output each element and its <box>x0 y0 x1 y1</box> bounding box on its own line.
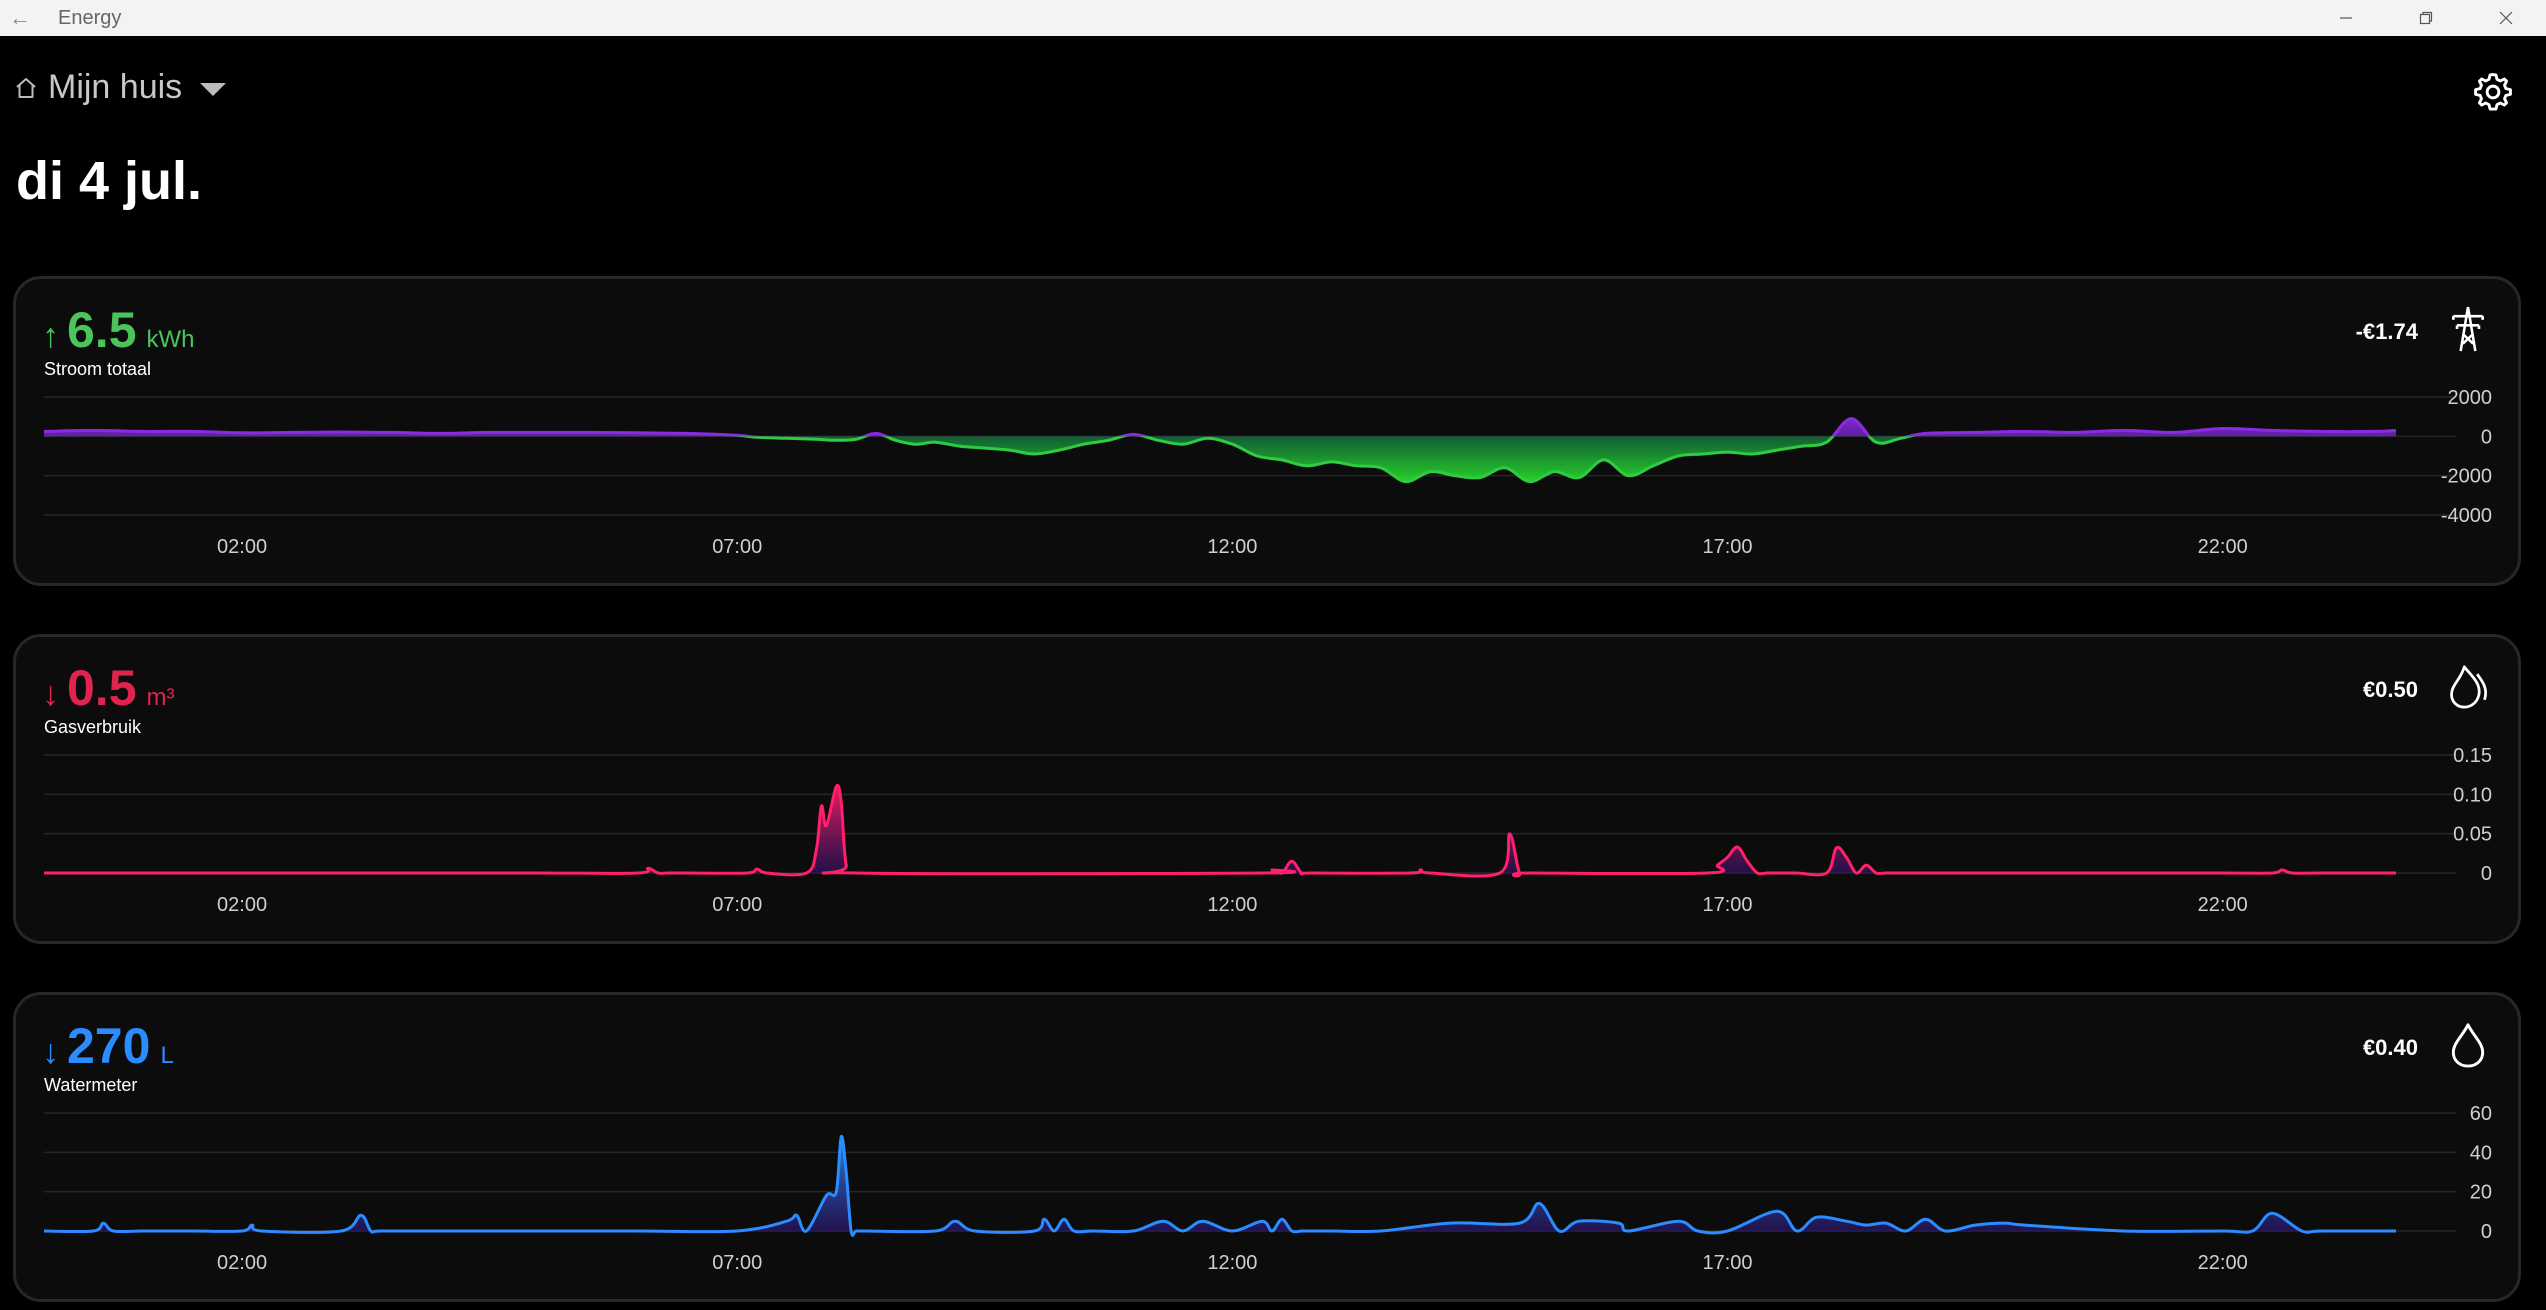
flame-icon <box>2450 665 2488 709</box>
series-line <box>43 1135 2396 1237</box>
x-tick-label: 02:00 <box>217 894 267 916</box>
back-arrow-icon[interactable]: ← <box>9 5 31 30</box>
home-icon <box>16 77 36 98</box>
window-title: Energy <box>58 6 122 29</box>
close-button[interactable] <box>2466 0 2546 36</box>
y-tick-label: -2000 <box>2441 466 2492 488</box>
x-tick-label: 07:00 <box>712 894 762 916</box>
electricity-unit: kWh <box>146 326 195 353</box>
y-tick-label: 0.10 <box>2453 784 2492 806</box>
minimize-icon <box>2340 17 2352 19</box>
x-tick-label: 02:00 <box>217 1252 267 1274</box>
y-tick-label: 60 <box>2470 1103 2492 1125</box>
series-area <box>44 785 2396 877</box>
electricity-label: Stroom totaal <box>44 359 152 379</box>
x-tick-label: 22:00 <box>2198 1252 2248 1274</box>
close-icon <box>2499 11 2513 25</box>
x-tick-label: 12:00 <box>1207 1252 1257 1274</box>
y-tick-label: 40 <box>2470 1142 2492 1164</box>
water-chart: 60 40 20 0 02:00 07:00 12:00 17:00 22:00 <box>43 1103 2492 1274</box>
water-drop-icon <box>2451 1023 2485 1068</box>
return-area <box>748 436 1910 482</box>
gas-chart: 0.15 0.10 0.05 0 02:00 07:00 12:00 17:00 22:00 <box>44 745 2492 916</box>
water-card[interactable]: ↓ 270 L Watermeter €0.40 60 40 20 0 02:00 07:… <box>13 992 2521 1302</box>
arrow-down-icon: ↓ <box>42 675 59 713</box>
page-title: di 4 jul. <box>16 151 203 211</box>
electricity-cost: -€1.74 <box>2355 319 2418 344</box>
y-tick-label: 0 <box>2481 863 2492 885</box>
x-tick-label: 12:00 <box>1207 894 1257 916</box>
y-tick-label: 0 <box>2481 1221 2492 1243</box>
y-tick-label: 2000 <box>2448 387 2493 409</box>
x-tick-label: 07:00 <box>712 536 762 558</box>
x-tick-label: 12:00 <box>1207 536 1257 558</box>
water-label: Watermeter <box>44 1075 138 1095</box>
series-area <box>44 1136 2396 1236</box>
arrow-down-icon: ↓ <box>42 1033 59 1071</box>
chevron-down-icon <box>200 83 227 96</box>
title-bar: ← Energy <box>0 0 2546 36</box>
gas-label: Gasverbruik <box>44 717 142 737</box>
power-pylon-icon <box>2452 306 2484 352</box>
x-tick-label: 22:00 <box>2198 536 2248 558</box>
water-total-value: 270 <box>67 1018 151 1074</box>
series-line <box>44 783 2396 878</box>
x-tick-label: 17:00 <box>1703 536 1753 558</box>
gas-cost: €0.50 <box>2362 677 2418 702</box>
usage-area <box>44 418 2396 437</box>
arrow-up-icon: ↑ <box>42 317 59 355</box>
electricity-chart: 2000 0 -2000 -4000 02:00 07:00 12:00 17:00 22:00 <box>43 387 2493 558</box>
restore-button[interactable] <box>2386 0 2466 36</box>
usage-line <box>43 417 2397 437</box>
electricity-card[interactable]: ↑ 6.5 kWh Stroom totaal -€1.74 2000 0 -200… <box>13 276 2521 586</box>
y-tick-label: 20 <box>2470 1182 2492 1204</box>
x-tick-label: 02:00 <box>217 536 267 558</box>
y-tick-label: 0 <box>2481 426 2492 448</box>
y-tick-label: 0.05 <box>2453 824 2492 846</box>
x-tick-label: 22:00 <box>2198 894 2248 916</box>
gas-total-value: 0.5 <box>67 660 137 716</box>
water-cost: €0.40 <box>2362 1035 2418 1060</box>
water-unit: L <box>160 1042 174 1069</box>
return-line <box>727 436 1916 484</box>
x-tick-label: 17:00 <box>1703 894 1753 916</box>
home-selector[interactable]: Mijn huis <box>14 68 227 107</box>
gas-unit: m³ <box>146 684 175 711</box>
home-name: Mijn huis <box>48 68 183 106</box>
gas-card[interactable]: ↓ 0.5 m³ Gasverbruik €0.50 0.15 0.10 0.05 0… <box>13 634 2521 944</box>
y-tick-label: 0.15 <box>2453 745 2492 767</box>
electricity-total-value: 6.5 <box>67 302 137 358</box>
restore-icon <box>2419 11 2433 25</box>
minimize-button[interactable] <box>2306 0 2386 36</box>
gear-icon[interactable] <box>2471 70 2515 114</box>
x-tick-label: 17:00 <box>1703 1252 1753 1274</box>
y-tick-label: -4000 <box>2441 505 2492 527</box>
x-tick-label: 07:00 <box>712 1252 762 1274</box>
